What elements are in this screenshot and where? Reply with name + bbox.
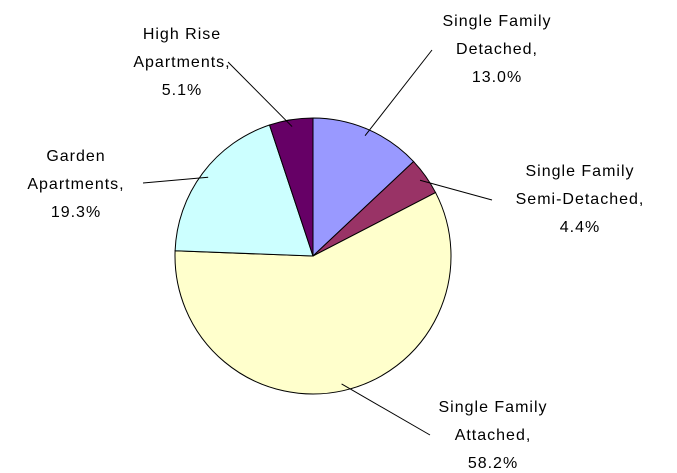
label-value: 4.4% (559, 219, 601, 236)
label-category: Single Family Attached (438, 399, 548, 444)
data-label: Single Family Detached, 13.0% (427, 8, 567, 92)
label-separator: , (525, 427, 532, 444)
label-value: 19.3% (50, 204, 102, 221)
leader-line (419, 179, 493, 201)
data-label: Garden Apartments, 19.3% (16, 143, 136, 227)
leader-line (341, 383, 431, 436)
leader-line (364, 49, 433, 136)
label-separator: , (532, 41, 538, 58)
label-value: 58.2% (467, 455, 519, 472)
label-separator: , (119, 176, 125, 193)
data-label: Single Family Semi-Detached, 4.4% (510, 158, 650, 242)
data-label: High Rise Apartments, 5.1% (127, 21, 237, 105)
leader-line (142, 176, 209, 184)
pie-slice (174, 191, 452, 395)
label-separator: , (225, 54, 231, 71)
label-separator: , (638, 191, 645, 208)
data-label: Single Family Attached, 58.2% (418, 394, 568, 473)
label-category: High Rise Apartments (133, 26, 226, 71)
label-category: Single Family Detached (442, 13, 552, 58)
leader-line (227, 61, 293, 127)
pie-slice (268, 117, 314, 257)
label-category: Garden Apartments (27, 148, 120, 193)
pie-slice (174, 124, 314, 257)
label-value: 5.1% (161, 82, 203, 99)
label-value: 13.0% (471, 69, 523, 86)
label-category: Single Family Semi-Detached (515, 163, 639, 208)
pie-slice (312, 117, 415, 258)
